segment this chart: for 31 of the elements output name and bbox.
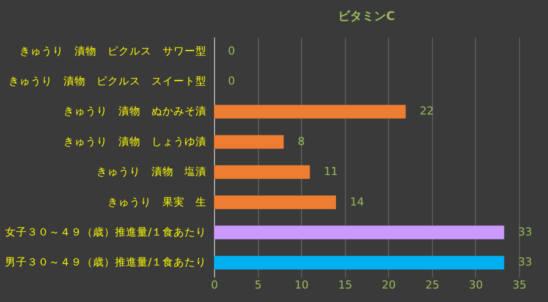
x-tick-label: 15: [338, 278, 352, 292]
y-tick-label: きゅうり 漬物 ぬかみそ漬: [64, 104, 206, 118]
data-label: 11: [324, 165, 338, 178]
bar: [214, 135, 284, 149]
x-tick-label: 20: [382, 278, 396, 292]
data-label: 33: [518, 225, 532, 238]
y-tick-label: きゅうり 漬物 ピクルス スイート型: [8, 74, 206, 88]
x-tick-label: 30: [468, 278, 483, 292]
x-tick-label: 25: [425, 278, 440, 292]
y-tick-label: 男子３０～４９（歳）推進量/１食あたり: [4, 256, 206, 269]
y-tick-label: きゅうり 漬物 ピクルス サワー型: [20, 44, 206, 58]
y-tick-label: 女子３０～４９（歳）推進量/１食あたり: [4, 225, 206, 238]
chart-title: ビタミンC: [338, 9, 396, 23]
bar: [214, 226, 504, 240]
data-label: 8: [298, 134, 305, 148]
bar: [214, 256, 504, 270]
y-tick-label: きゅうり 漬物 塩漬: [96, 165, 206, 178]
bar: [214, 195, 336, 210]
x-tick-label: 10: [294, 278, 309, 292]
x-tick-label: 0: [211, 278, 218, 292]
y-tick-label: きゅうり 果実 生: [108, 195, 206, 208]
data-label: 33: [518, 256, 532, 269]
data-label: 14: [350, 195, 364, 208]
y-tick-label: きゅうり 漬物 しょうゆ漬: [64, 134, 206, 148]
bar: [214, 165, 310, 179]
x-tick-label: 35: [512, 278, 526, 292]
bar: [214, 104, 406, 119]
data-label: 22: [420, 104, 434, 118]
x-tick-label: 5: [254, 278, 262, 292]
data-label: 0: [228, 44, 235, 58]
data-label: 0: [228, 74, 235, 88]
